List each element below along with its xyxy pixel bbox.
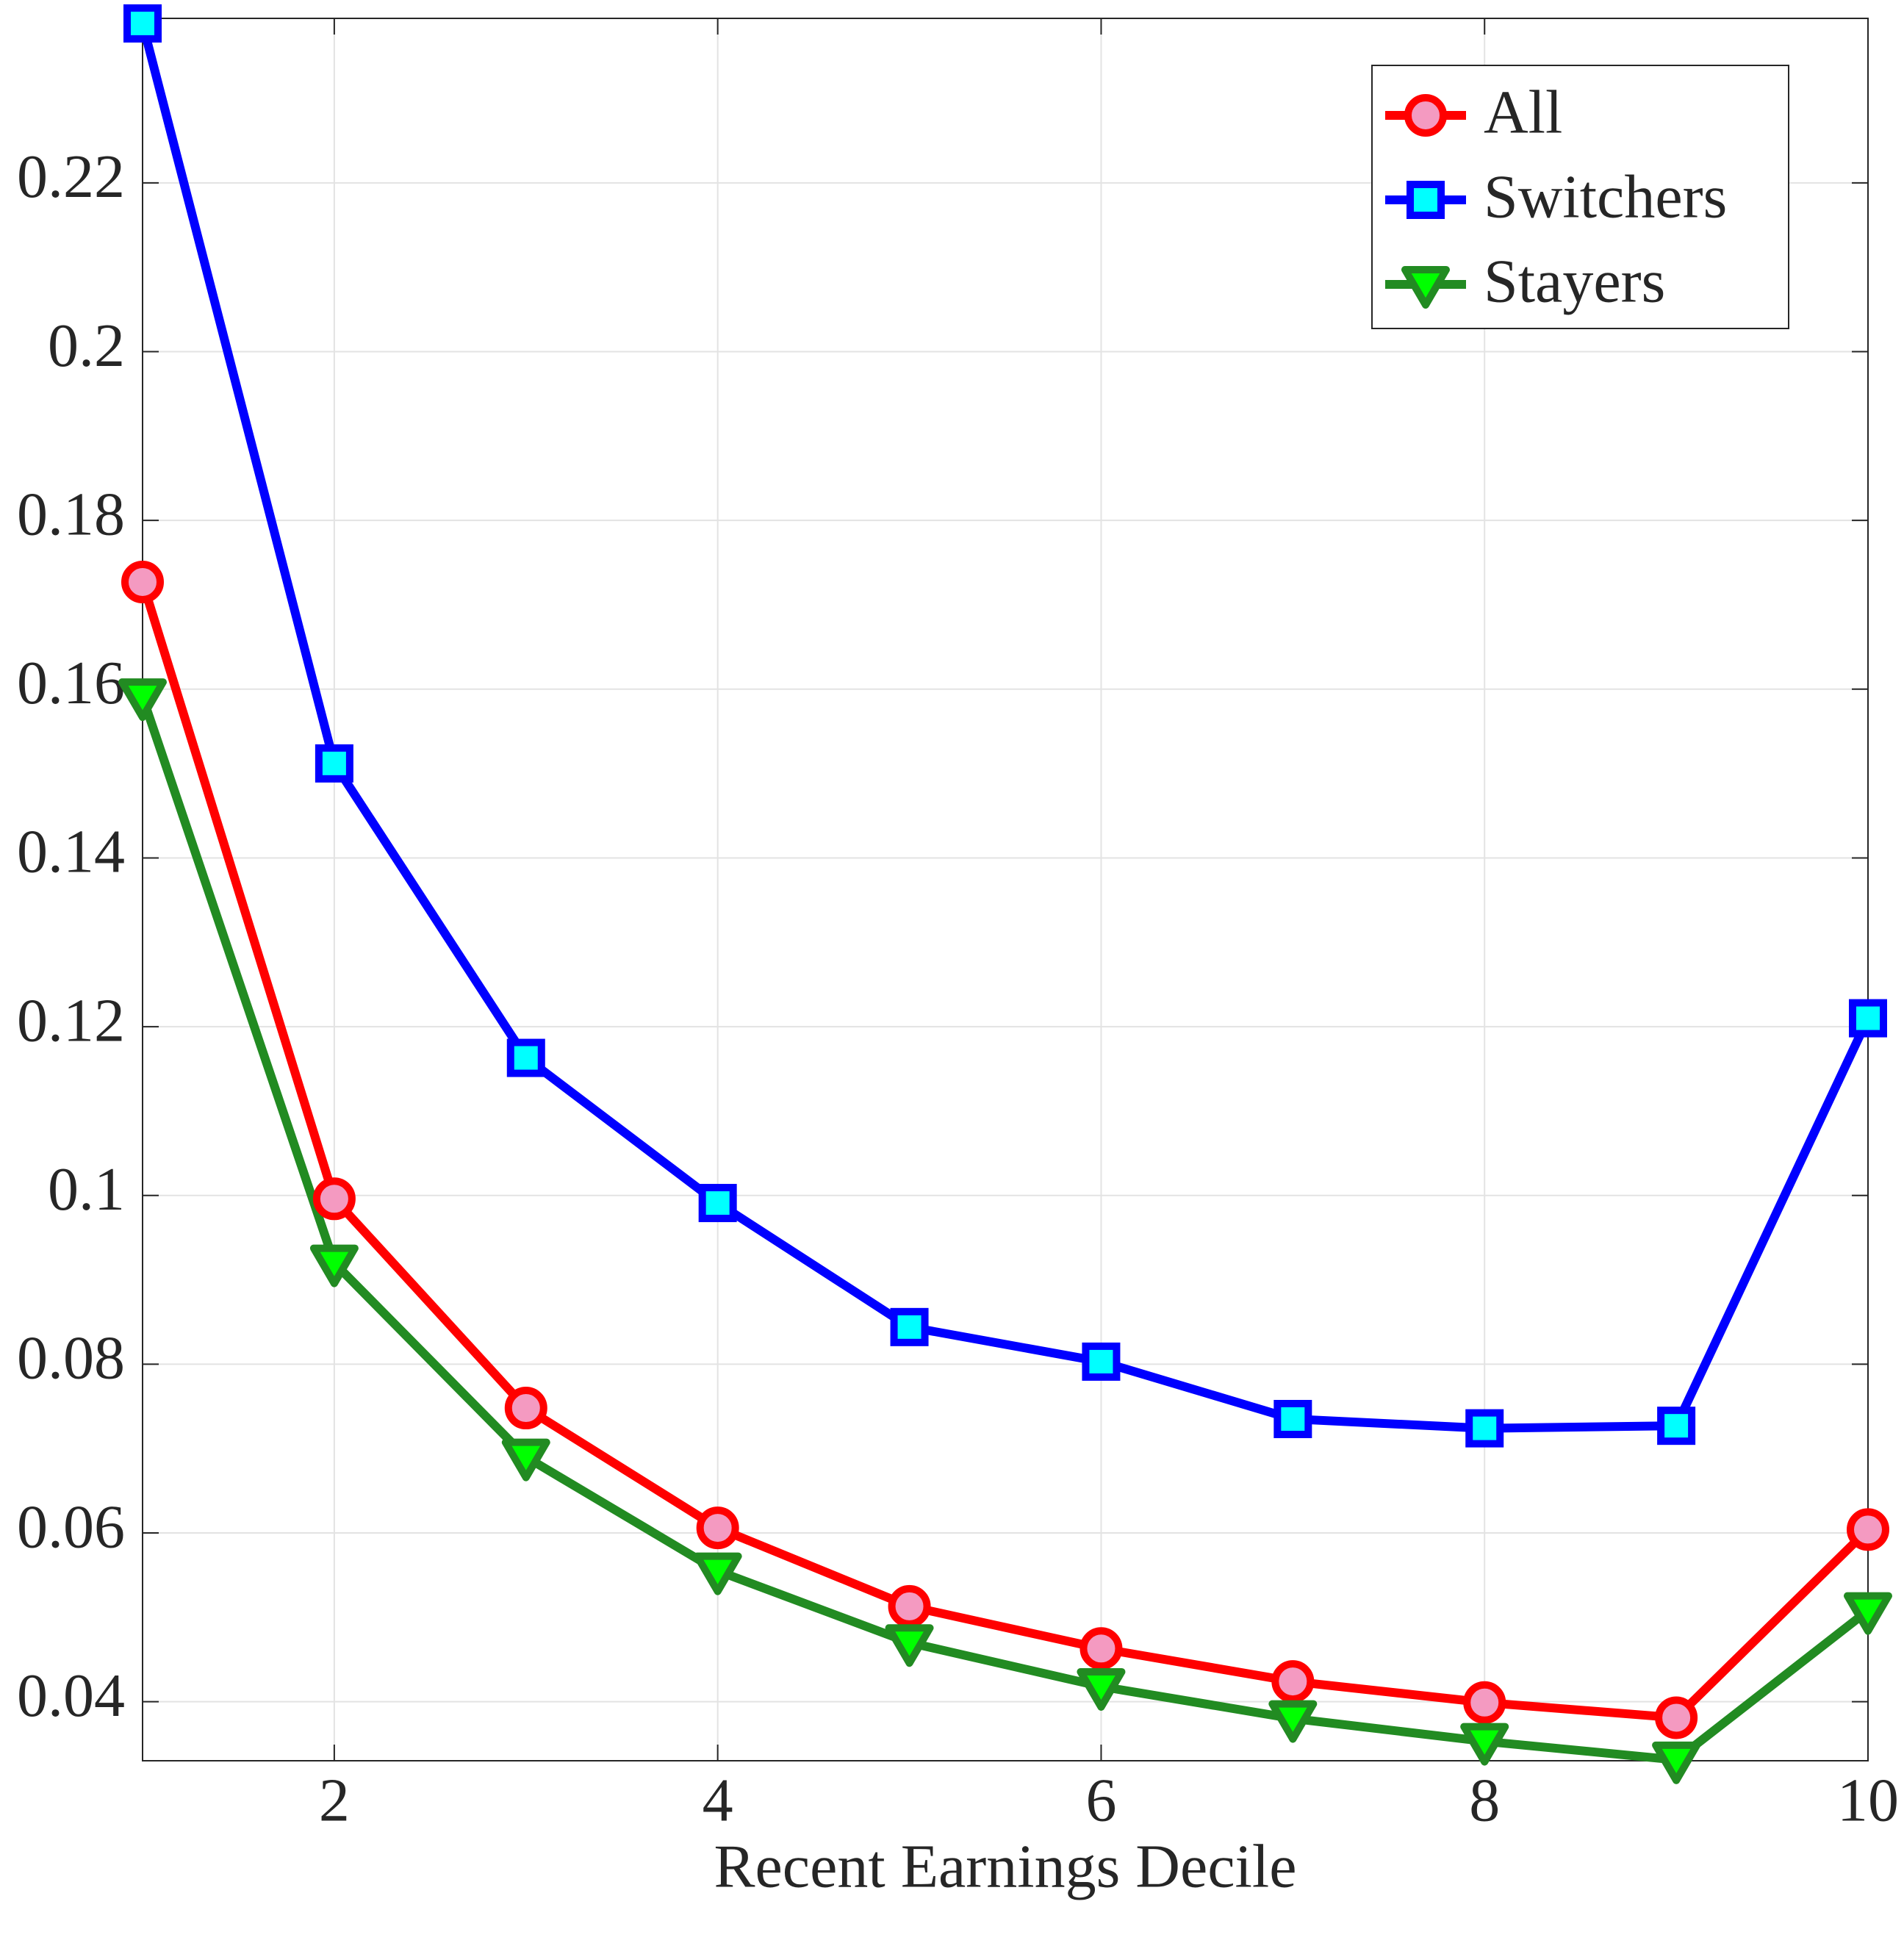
marker [501, 1438, 550, 1482]
y-tick-label: 0.1 [48, 1155, 125, 1224]
series-line [138, 581, 1872, 1723]
x-axis-label: Recent Earnings Decile [714, 1832, 1297, 1900]
x-tick-label: 8 [1469, 1766, 1500, 1834]
marker [1849, 999, 1887, 1038]
y-tick-label: 0.2 [48, 312, 125, 380]
marker [698, 1184, 737, 1223]
marker [123, 4, 162, 43]
x-tick-label: 4 [703, 1766, 733, 1834]
marker [888, 1584, 931, 1628]
marker [309, 1244, 359, 1287]
y-tick-label: 0.04 [17, 1662, 125, 1730]
marker [1079, 1627, 1123, 1670]
marker [1077, 1667, 1126, 1711]
y-tick-label: 0.06 [17, 1493, 125, 1561]
marker [506, 1038, 545, 1077]
marker [1082, 1342, 1121, 1381]
marker [1463, 1681, 1506, 1724]
plot-frame [142, 18, 1869, 1761]
legend-marker [1407, 181, 1445, 219]
legend-label: All [1484, 78, 1562, 146]
legend-marker [1404, 94, 1447, 137]
marker [1273, 1399, 1312, 1438]
marker [885, 1624, 934, 1667]
marker [312, 1177, 356, 1221]
marker [890, 1307, 929, 1346]
y-tick-label: 0.08 [17, 1324, 125, 1393]
marker [118, 678, 167, 722]
y-tick-label: 0.22 [17, 143, 125, 211]
marker [315, 744, 353, 783]
series-line [138, 695, 1871, 1764]
x-tick-label: 6 [1085, 1766, 1116, 1834]
marker [1460, 1723, 1509, 1766]
y-tick-label: 0.16 [17, 649, 125, 717]
legend-marker [1401, 266, 1450, 309]
y-tick-label: 0.14 [17, 818, 125, 886]
marker [1655, 1696, 1698, 1739]
marker [504, 1387, 547, 1430]
marker [1847, 1508, 1889, 1551]
series-line [138, 22, 1872, 1433]
legend-label: Switchers [1484, 162, 1727, 231]
marker [693, 1552, 742, 1595]
y-tick-label: 0.12 [17, 986, 125, 1055]
legend-label: Stayers [1484, 247, 1665, 315]
marker [696, 1506, 739, 1550]
x-tick-label: 2 [319, 1766, 350, 1834]
marker [1268, 1700, 1318, 1743]
y-tick-label: 0.18 [17, 480, 125, 548]
marker [1271, 1660, 1315, 1703]
marker [121, 560, 164, 603]
marker [1465, 1409, 1504, 1448]
marker [1652, 1741, 1701, 1784]
marker [1657, 1407, 1696, 1445]
marker [1844, 1592, 1892, 1635]
x-tick-label: 10 [1837, 1766, 1899, 1834]
